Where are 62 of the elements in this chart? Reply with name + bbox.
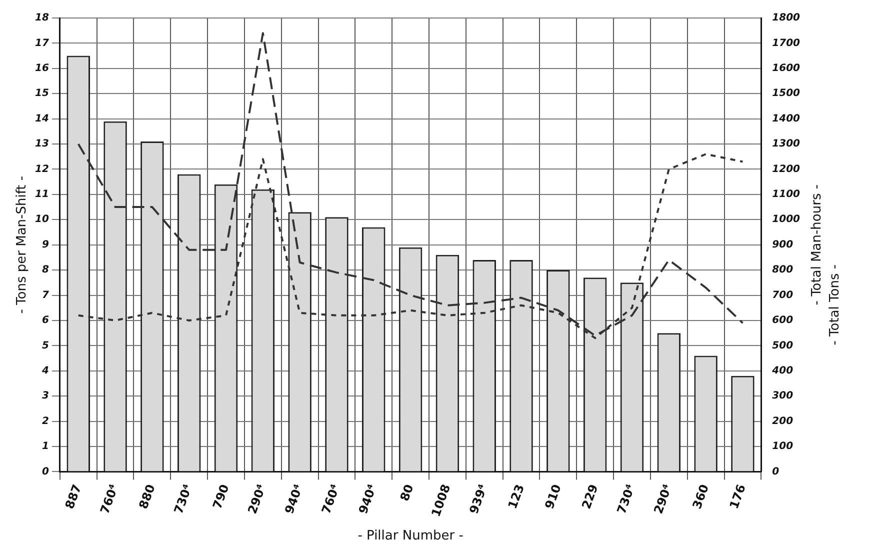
y2-tick-label: 300: [772, 390, 794, 402]
x-tick-label: 760⁴: [98, 482, 122, 516]
y-axis-title: - Tons per Man-Shift -: [14, 176, 30, 314]
x-tick-label: 730⁴: [614, 482, 638, 516]
y-tick-label: 13: [34, 138, 49, 150]
y2-tick-label: 1100: [772, 189, 800, 200]
x-tick-label: 939⁴: [466, 482, 490, 516]
y-tick-label: 10: [34, 214, 49, 226]
x-tick-label: 940⁴: [356, 482, 380, 516]
y2-tick-label: 200: [772, 416, 794, 427]
x-tick-label: 1008: [428, 482, 454, 519]
x-tick-label: 290⁴: [245, 482, 269, 516]
y-tick-label: 17: [34, 38, 49, 49]
x-tick-label: 887: [62, 482, 84, 511]
line-series: [77, 32, 744, 337]
y2-tick-label: 0: [772, 466, 780, 478]
x-axis-title: - Pillar Number -: [358, 528, 464, 544]
x-tick-label: 360: [690, 482, 712, 511]
y-tick-label: 16: [34, 63, 49, 74]
y2-tick-label: 500: [772, 340, 794, 352]
y2-tick-label: 900: [772, 239, 794, 250]
x-tick-label: 290⁴: [651, 482, 675, 516]
y-tick-label: 12: [34, 164, 49, 175]
y-tick-label: 0: [42, 466, 49, 478]
y-tick-label: 11: [34, 189, 49, 200]
y2-axis-title: - Total Man-hours -: [809, 184, 824, 306]
y-tick-label: 9: [42, 239, 49, 250]
y-tick-label: 14: [34, 113, 49, 124]
y-tick-label: 1: [42, 441, 49, 452]
y2-tick-label: 600: [772, 315, 794, 326]
y2-tick-label: 1800: [772, 12, 800, 24]
x-tick-label: 176: [726, 482, 748, 511]
y2-tick-label: 1700: [772, 38, 800, 49]
y-tick-label: 5: [42, 340, 49, 352]
y2-tick-label: 1500: [772, 88, 800, 100]
y2-tick-label: 1300: [772, 138, 800, 150]
x-tick-label: 940⁴: [282, 482, 306, 516]
y2-tick-label: 1000: [772, 214, 800, 226]
y2-tick-label: 100: [772, 441, 794, 452]
text: - Total Tons -: [827, 264, 842, 346]
x-tick-label: 730⁴: [171, 482, 195, 516]
y2-tick-label: 1200: [772, 164, 800, 175]
y-tick-label: 3: [42, 390, 49, 402]
y2-tick-label: 1600: [772, 63, 800, 74]
y2-tick-label: 400: [771, 365, 794, 376]
y-tick-label: 18: [34, 12, 49, 24]
x-tick-label: 790: [210, 482, 232, 511]
y-tick-label: 7: [42, 290, 49, 301]
y-tick-label: 15: [34, 88, 49, 100]
y2-tick-label: 800: [772, 264, 794, 276]
y-tick-label: 2: [42, 416, 49, 427]
y-tick-label: 8: [42, 264, 49, 276]
x-tick-label: 80: [397, 482, 416, 503]
x-tick-label: 910: [542, 482, 564, 511]
y-tick-label: 4: [40, 365, 49, 376]
y2-tick-label: 700: [772, 290, 794, 301]
y2-tick-label: 1400: [772, 113, 800, 124]
x-tick-label: 760⁴: [318, 482, 342, 516]
x-tick-label: 880: [136, 482, 158, 511]
y-tick-label: 6: [42, 315, 49, 326]
x-tick-label: 123: [505, 482, 528, 511]
x-tick-label: 229: [579, 482, 601, 511]
